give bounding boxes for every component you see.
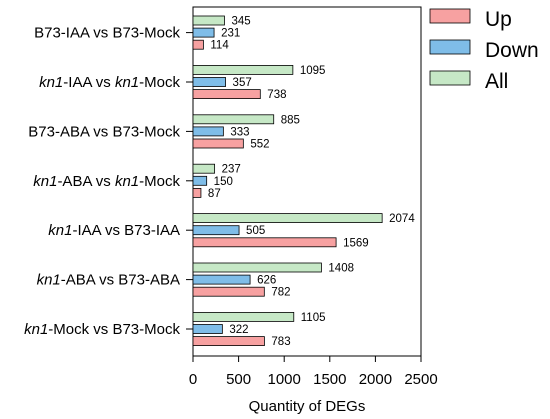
x-tick-label: 1500 [313,371,346,388]
bar-up [192,237,337,248]
legend-swatch-up [429,8,471,24]
bar-down [192,27,215,38]
data-label: 2074 [389,213,415,225]
category-label: kn1-IAA vs B73-IAA [48,222,180,239]
x-axis-title: Quantity of DEGs [249,398,366,415]
category-label-part: kn1 [37,272,61,289]
category-label-part: kn1 [115,74,139,91]
bar-down [192,175,208,186]
bar-up [192,39,204,50]
data-label: 357 [233,77,252,89]
bar-down [192,77,226,87]
x-tick-label: 2500 [404,371,437,388]
legend: Up Down All [429,8,539,93]
data-label: 885 [281,114,300,126]
legend-label: Down [485,39,539,62]
data-label: 1105 [301,312,326,324]
bar-up [192,89,261,99]
category-label-part: -Mock [139,74,180,91]
data-label: 1408 [328,263,354,275]
bar-down [192,274,251,285]
data-label: 552 [250,139,269,151]
legend-swatch-down [429,39,471,55]
category-label: kn1-IAA vs kn1-Mock [39,74,180,91]
x-axis: 0 500 1000 1500 2000 2500 [189,356,438,388]
data-label: 87 [208,188,221,200]
bar-all [192,163,216,174]
category-label-part: -IAA vs B73-IAA [72,222,180,239]
category-label-part: B73-IAA vs B73-Mock [34,25,180,42]
category-label-part: -IAA vs [63,74,115,91]
data-label: 1095 [300,65,326,77]
legend-swatch-all [429,70,471,86]
category-label: kn1-ABA vs B73-ABA [37,272,180,289]
category-label: kn1-ABA vs kn1-Mock [33,173,180,190]
data-label: 626 [257,275,276,287]
data-label: 114 [210,40,229,52]
category-label-part: -ABA vs B73-ABA [61,272,180,289]
category-label-part: B73-ABA vs B73-Mock [28,123,180,140]
data-label: 345 [231,16,250,28]
category-label-part: -Mock vs B73-Mock [48,321,180,338]
category-label: B73-IAA vs B73-Mock [34,25,180,42]
bar-all [192,65,294,75]
category-label-part: kn1 [48,222,72,239]
bar-down [192,126,224,137]
bar-all [192,15,225,26]
data-label: 333 [230,126,249,138]
legend-label: All [485,70,508,93]
category-label-part: kn1 [39,74,63,91]
x-tick-label: 500 [226,371,251,388]
category-label-part: kn1 [33,173,57,190]
x-tick-label: 0 [189,371,197,388]
category-label-part: kn1 [24,321,48,338]
bar-all [192,114,275,125]
category-label-part: -Mock [139,173,180,190]
bar-all [192,213,383,224]
category-label: B73-ABA vs B73-Mock [28,123,180,140]
data-label: 322 [229,324,248,336]
data-label: 738 [267,89,286,101]
category-label-part: -ABA vs [57,173,115,190]
category-label-part: kn1 [115,173,139,190]
bar-up [192,286,265,297]
x-tick-label: 1000 [268,371,301,388]
data-label: 231 [221,28,240,40]
data-label: 505 [246,225,265,237]
data-label: 237 [222,164,241,176]
x-tick-label: 2000 [359,371,392,388]
bar-all [192,311,295,322]
bar-up [192,336,265,347]
bar-all [192,262,322,273]
data-label: 150 [214,176,233,188]
data-label: 783 [271,336,290,348]
bar-down [192,225,240,236]
data-label: 1569 [343,237,369,249]
data-label: 782 [271,287,290,299]
bar-up [192,187,202,198]
category-label: kn1-Mock vs B73-Mock [24,321,180,338]
legend-label: Up [485,8,512,31]
bar-down [192,324,223,334]
bar-up [192,138,244,149]
